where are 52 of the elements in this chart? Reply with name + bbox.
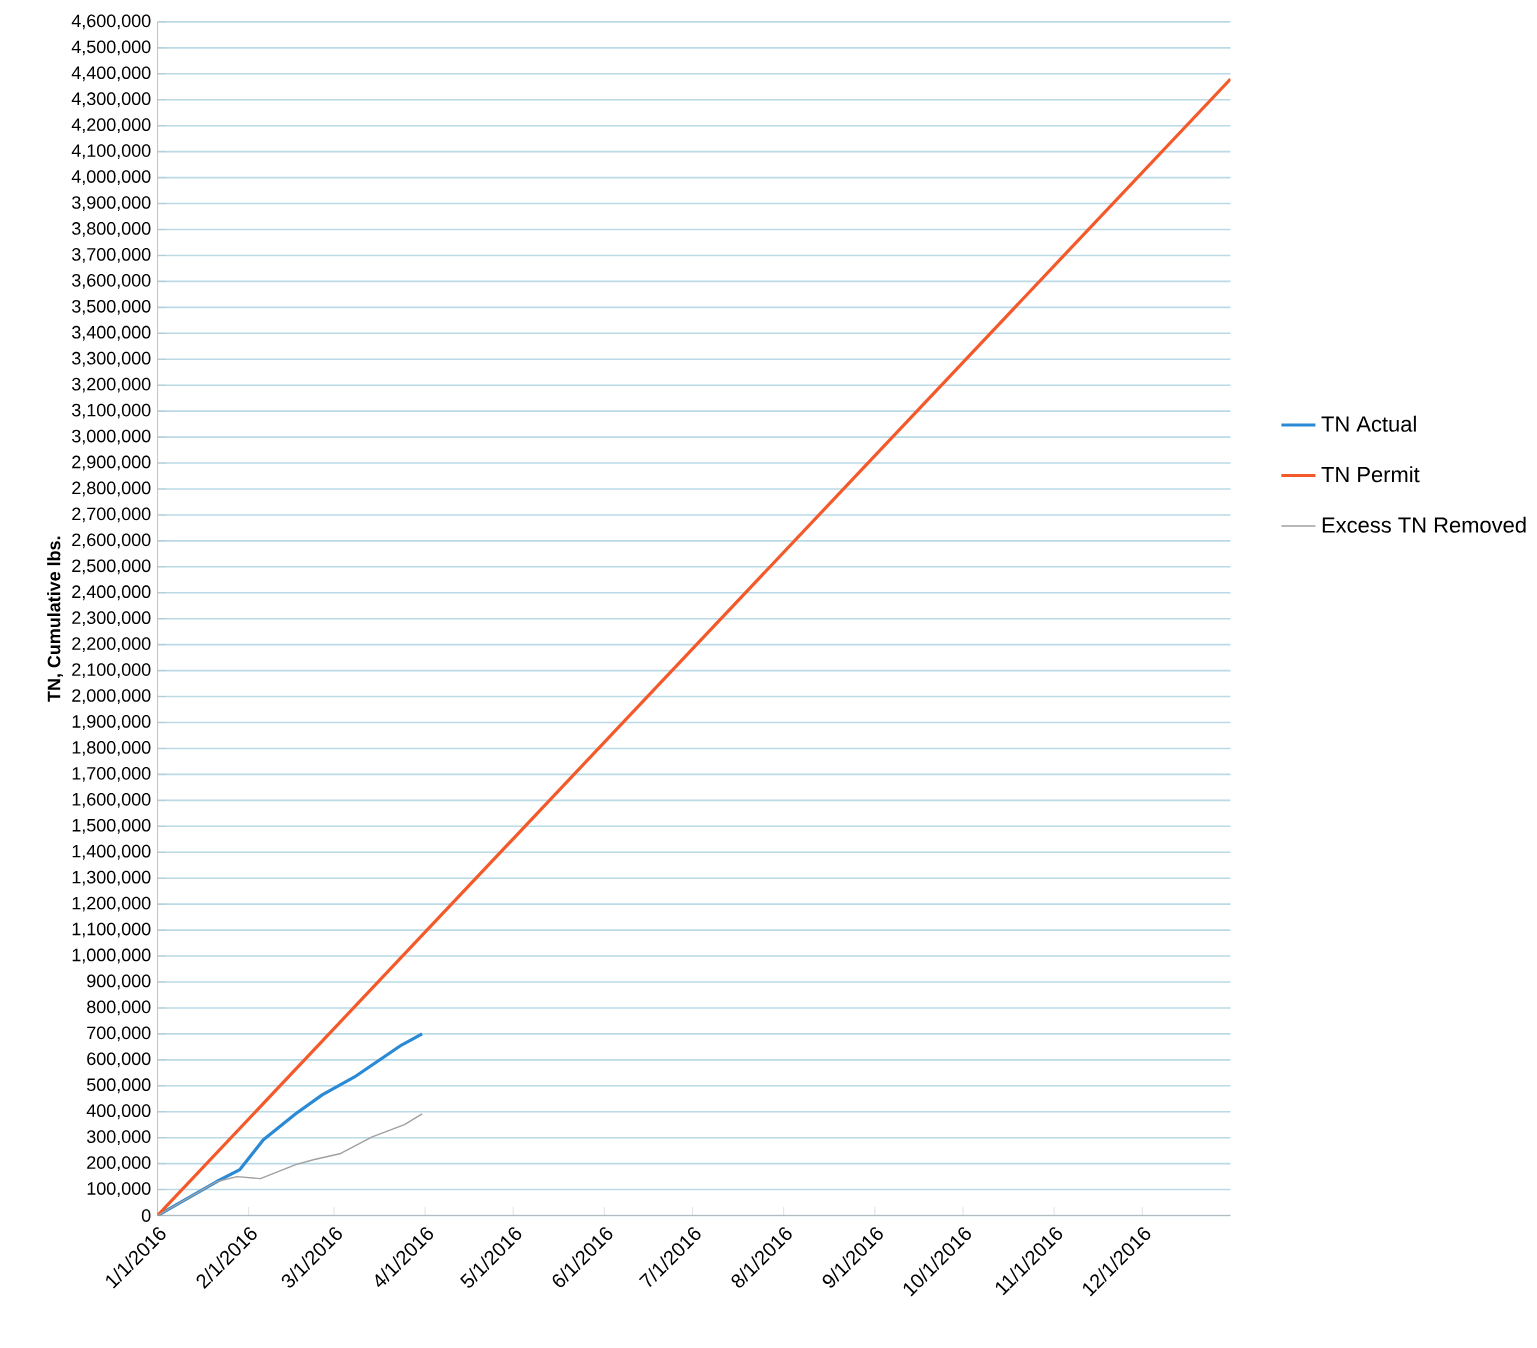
y-tick-label: 3,500,000 bbox=[72, 299, 151, 315]
y-tick-label: 900,000 bbox=[87, 974, 151, 990]
y-tick-label: 2,600,000 bbox=[72, 533, 151, 549]
y-tick-label: 1,000,000 bbox=[72, 948, 151, 964]
y-tick-label: 1,200,000 bbox=[72, 896, 151, 912]
y-tick-label: 0 bbox=[141, 1209, 151, 1222]
y-tick-label: 2,400,000 bbox=[72, 585, 151, 601]
y-tick-label: 2,100,000 bbox=[72, 663, 151, 678]
y-tick-label: 3,600,000 bbox=[72, 273, 151, 289]
y-tick-label: 4,100,000 bbox=[71, 144, 151, 159]
y-tick-label: 4,000,000 bbox=[71, 170, 151, 185]
y-tick-label: 600,000 bbox=[87, 1052, 151, 1068]
y-tick-label: 3,100,000 bbox=[72, 403, 151, 419]
y-tick-label: 1,300,000 bbox=[72, 870, 151, 886]
y-tick-label: 4,600,000 bbox=[71, 14, 151, 30]
legend-label: Excess TN Removed bbox=[1322, 516, 1526, 533]
y-tick-label: 700,000 bbox=[87, 1026, 151, 1042]
y-tick-label: 1,400,000 bbox=[72, 844, 151, 860]
y-tick-label: 2,000,000 bbox=[72, 689, 151, 704]
y-tick-label: 100,000 bbox=[87, 1182, 151, 1197]
y-tick-label: 200,000 bbox=[87, 1156, 151, 1171]
y-tick-label: 3,700,000 bbox=[72, 247, 151, 263]
y-tick-label: 3,200,000 bbox=[72, 377, 151, 393]
y-tick-label: 3,800,000 bbox=[72, 222, 151, 237]
y-tick-label: 1,100,000 bbox=[72, 922, 151, 938]
y-tick-label: 2,300,000 bbox=[72, 611, 151, 627]
legend-label: TN Actual bbox=[1321, 415, 1416, 432]
y-tick-label: 3,300,000 bbox=[72, 351, 151, 367]
y-tick-label: 2,800,000 bbox=[72, 481, 151, 497]
y-tick-label: 3,900,000 bbox=[72, 196, 151, 211]
y-tick-label: 3,000,000 bbox=[72, 429, 151, 445]
line-series bbox=[157, 1113, 423, 1216]
y-tick-label: 300,000 bbox=[86, 1130, 151, 1146]
y-tick-label: 2,700,000 bbox=[72, 507, 151, 523]
y-tick-label: 800,000 bbox=[87, 1000, 151, 1016]
y-tick-label: 2,200,000 bbox=[72, 637, 151, 653]
y-tick-label: 500,000 bbox=[87, 1078, 151, 1094]
y-tick-label: 4,400,000 bbox=[71, 66, 151, 82]
y-tick-label: 2,900,000 bbox=[72, 455, 151, 471]
y-tick-label: 1,800,000 bbox=[72, 740, 151, 756]
y-tick-label: 4,300,000 bbox=[71, 92, 151, 108]
y-tick-label: 3,400,000 bbox=[72, 325, 151, 341]
y-tick-label: 1,600,000 bbox=[72, 792, 151, 808]
y-tick-label: 4,200,000 bbox=[71, 118, 151, 134]
y-tick-label: 4,500,000 bbox=[71, 40, 151, 56]
y-tick-label: 2,500,000 bbox=[72, 559, 151, 575]
y-axis-title: TN, Cumulative lbs. bbox=[47, 536, 63, 702]
y-tick-label: 1,700,000 bbox=[72, 766, 151, 782]
y-tick-label: 1,900,000 bbox=[72, 715, 151, 730]
y-tick-label: 1,500,000 bbox=[72, 818, 151, 834]
legend-label: TN Permit bbox=[1321, 466, 1420, 483]
y-tick-label: 400,000 bbox=[86, 1104, 151, 1120]
